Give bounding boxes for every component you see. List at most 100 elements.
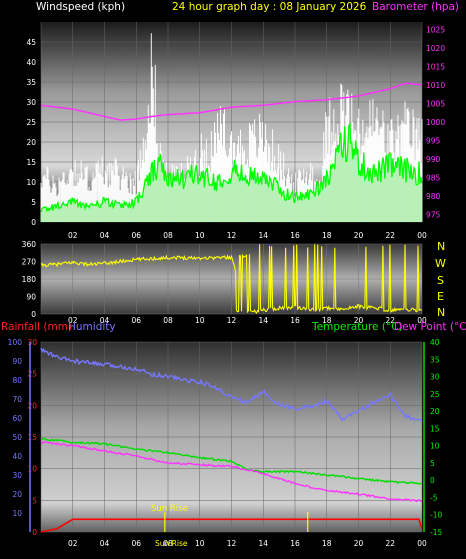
barometer-y-tick-label: 1020 [426, 44, 445, 53]
direction-x-tick-label: 08 [163, 316, 173, 325]
wind-y-tick-label: 30 [26, 98, 36, 107]
direction-x-tick-label: 18 [322, 316, 332, 325]
wind-x-tick-label: 04 [100, 231, 110, 240]
temperature-y-tick-label: 40 [430, 338, 440, 347]
temp-x-tick-label: 04 [100, 539, 110, 548]
rainfall-axis-label: Rainfall (mm) [1, 321, 72, 333]
temperature-y-tick-label: 10 [430, 442, 440, 451]
humidity-y-tick-label: 20 [12, 490, 22, 499]
temp-x-tick-label: 22 [385, 539, 395, 548]
compass-label-e: E [437, 290, 444, 303]
wind-x-tick-label: 10 [195, 231, 205, 240]
direction-x-tick-label: 10 [195, 316, 205, 325]
direction-y-tick-label: 0 [31, 310, 36, 319]
humidity-y-tick-label: 80 [12, 376, 22, 385]
windspeed-axis-label: Windspeed (kph) [36, 1, 125, 13]
wind-x-tick-label: 14 [258, 231, 268, 240]
direction-x-tick-label: 02 [68, 316, 78, 325]
wind-y-tick-label: 0 [31, 218, 36, 227]
compass-label-w: W [435, 257, 446, 270]
barometer-y-tick-label: 995 [426, 137, 441, 146]
temp-x-tick-label: 16 [290, 539, 300, 548]
humidity-y-tick-label: 100 [8, 338, 23, 347]
wind-y-tick-label: 5 [31, 198, 36, 207]
temperature-y-tick-label: 0 [430, 476, 435, 485]
wind-x-tick-label: 02 [68, 231, 78, 240]
barometer-series [40, 82, 423, 121]
direction-x-tick-label: 22 [385, 316, 395, 325]
barometer-y-tick-label: 985 [426, 174, 441, 183]
sunset-label: Sun Rise [155, 539, 188, 548]
rainfall-series [40, 518, 423, 533]
temperature-y-tick-label: 20 [430, 407, 440, 416]
direction-y-tick-label: 180 [22, 275, 37, 284]
temperature-y-tick-label: 35 [430, 355, 440, 364]
wind-x-tick-label: 06 [131, 231, 141, 240]
temp-x-tick-label: 12 [227, 539, 237, 548]
temperature-y-tick-label: -10 [430, 511, 442, 520]
temperature-y-tick-label: 25 [430, 390, 440, 399]
wind-x-tick-label: 18 [322, 231, 332, 240]
wind-x-tick-label: 22 [385, 231, 395, 240]
temp-x-tick-label: 06 [131, 539, 141, 548]
rain-y-tick-label: 20 [27, 401, 37, 410]
temp-x-tick-label: 20 [354, 539, 364, 548]
wind-barometer-chart: 0510152025303540459759809859909951000100… [26, 22, 445, 240]
direction-y-tick-label: 90 [26, 293, 36, 302]
dewpoint-axis-label: Dew Point (°C) [394, 321, 466, 333]
wind-x-tick-label: 00 [417, 231, 427, 240]
wind-y-tick-label: 40 [26, 58, 36, 67]
direction-y-tick-label: 360 [22, 240, 37, 249]
compass-label-n-top: N [437, 240, 445, 253]
barometer-y-tick-label: 1025 [426, 25, 445, 34]
compass-label-s: S [437, 274, 444, 287]
temperature-y-tick-label: 30 [430, 373, 440, 382]
wind-direction-chart: 0 90 180 270 360 02 04 06 08 10 12 14 16 18 20 22 00 [22, 240, 427, 325]
humidity-series [40, 347, 423, 423]
temperature-y-tick-label: 15 [430, 424, 440, 433]
humidity-y-tick-label: 40 [12, 452, 22, 461]
direction-y-tick-label: 270 [22, 258, 37, 267]
rain-y-tick-label: 10 [27, 465, 37, 474]
temperature-y-tick-label: 5 [430, 459, 435, 468]
rain-y-tick-label: 15 [27, 433, 37, 442]
temp-x-tick-label: 10 [195, 539, 205, 548]
wind-y-tick-label: 25 [26, 118, 36, 127]
direction-x-tick-label: 06 [131, 316, 141, 325]
humidity-axis-label: Humidity [68, 321, 116, 333]
direction-x-tick-label: 16 [290, 316, 300, 325]
temp-x-tick-label: 18 [322, 539, 332, 548]
barometer-y-tick-label: 1015 [426, 62, 445, 71]
wind-x-tick-label: 08 [163, 231, 173, 240]
wind-direction-series [40, 244, 423, 314]
rain-y-tick-label: 0 [32, 528, 37, 537]
direction-x-tick-label: 04 [100, 316, 110, 325]
wind-y-tick-label: 35 [26, 78, 36, 87]
barometer-y-tick-label: 980 [426, 192, 441, 201]
barometer-y-tick-label: 1005 [426, 99, 445, 108]
direction-x-tick-label: 00 [417, 316, 427, 325]
barometer-axis-label: Barometer (hpa) [372, 1, 459, 13]
humidity-y-tick-label: 90 [12, 357, 22, 366]
wind-x-tick-label: 12 [227, 231, 237, 240]
wind-average-series [40, 122, 423, 213]
barometer-y-tick-label: 990 [426, 155, 441, 164]
barometer-y-tick-label: 975 [426, 211, 441, 220]
rain-y-tick-label: 5 [32, 496, 37, 505]
temp-x-tick-label: 02 [68, 539, 78, 548]
barometer-y-tick-label: 1010 [426, 81, 445, 90]
temp-humidity-rain-chart: 0 5 10 15 20 25 30 10 20 30 40 5 06 0 70 80 90 100 40 35 30 2… [8, 338, 443, 548]
humidity-y-tick-label: 50 [12, 433, 22, 442]
wind-x-tick-label: 16 [290, 231, 300, 240]
temp-x-tick-label: 00 [417, 539, 427, 548]
humidity-y-tick-label: 30 [12, 471, 22, 480]
humidity-y-tick-label: 70 [12, 395, 22, 404]
rain-y-tick-label: 30 [27, 338, 37, 347]
barometer-y-tick-label: 1000 [426, 118, 445, 127]
graph-title: 24 hour graph day : 08 January 2026 [172, 1, 367, 13]
rain-y-tick-label: 25 [27, 370, 37, 379]
humidity-y-tick-label: 10 [12, 509, 22, 518]
temperature-y-tick-label: -5 [430, 493, 438, 502]
